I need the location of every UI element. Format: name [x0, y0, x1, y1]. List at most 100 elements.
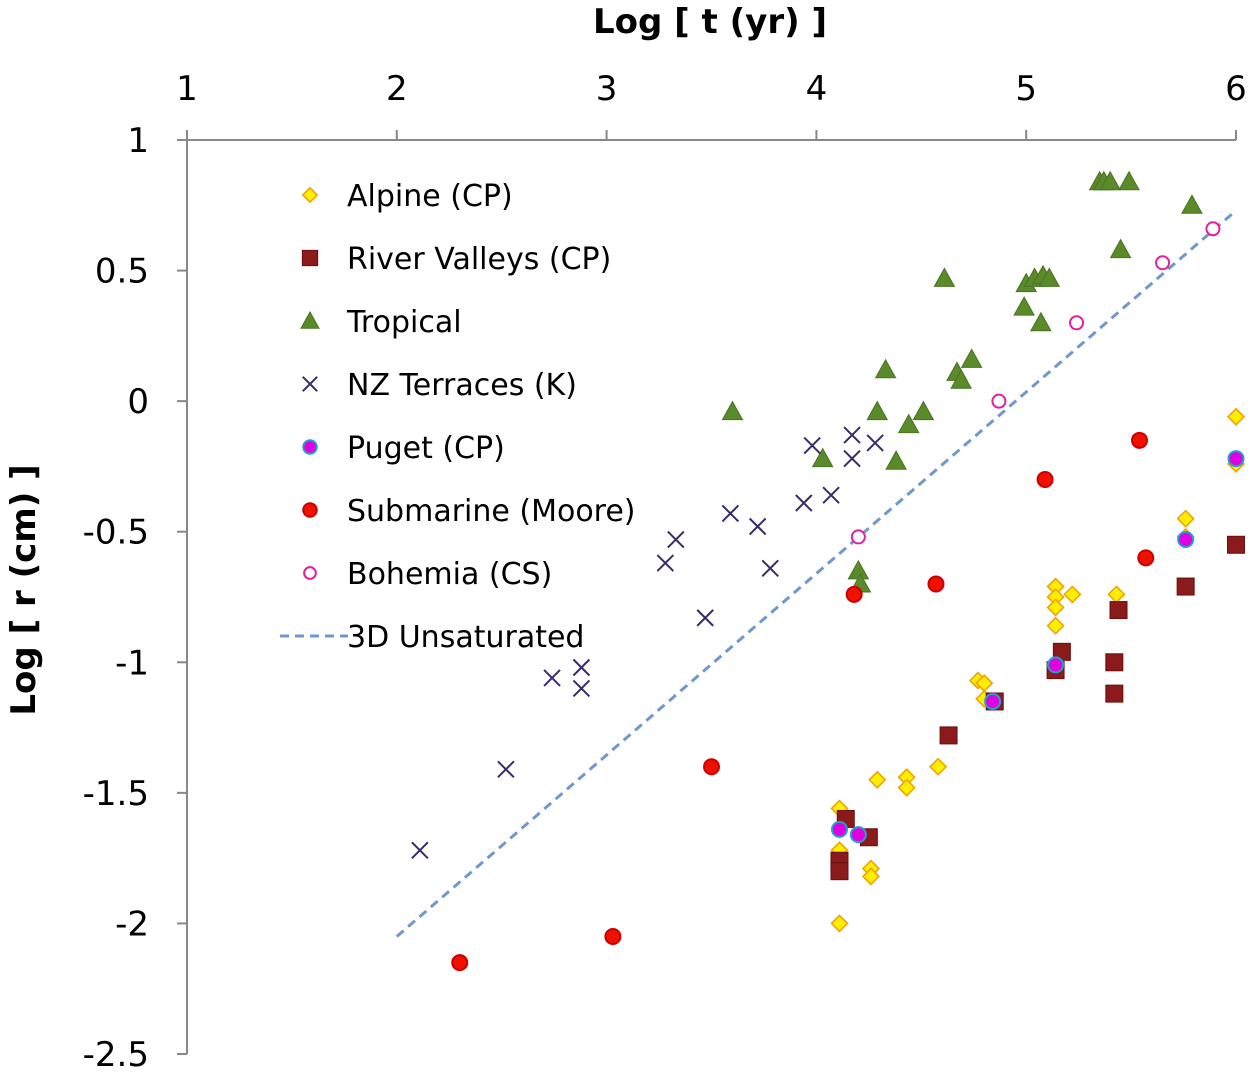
data-point-alpine-cp: [897, 778, 916, 797]
series-bohemia-cs: [850, 221, 1221, 545]
series-alpine-cp: [830, 407, 1246, 933]
series-tropical: [721, 170, 1203, 593]
data-point-tropical: [1099, 170, 1121, 191]
y-tick-label: 0: [127, 382, 149, 422]
data-point-tropical: [960, 348, 983, 368]
data-point-nz-terraces-k: [795, 494, 813, 512]
legend-label: Alpine (CP): [347, 179, 513, 214]
data-point-tropical: [1030, 311, 1052, 332]
x-tick-label: 5: [1015, 69, 1037, 109]
data-point-submarine-moore: [703, 758, 720, 776]
data-point-tropical: [950, 369, 973, 389]
x-tick-label: 6: [1225, 69, 1247, 109]
data-point-nz-terraces-k: [761, 559, 779, 577]
data-point-tropical: [933, 267, 956, 287]
data-point-bohemia-cs: [1155, 255, 1171, 271]
data-point-nz-terraces-k: [667, 530, 685, 549]
data-point-submarine-moore: [1036, 470, 1054, 488]
data-point-submarine-moore: [1137, 549, 1155, 567]
x-tick-label: 2: [386, 69, 408, 109]
series-puget-cp: [830, 450, 1245, 844]
y-tick-label: -0.5: [83, 513, 149, 553]
data-point-river-valleys-cp: [830, 862, 849, 881]
data-point-submarine-moore: [604, 927, 622, 945]
data-point-tropical: [912, 400, 935, 421]
x-tick-label: 1: [176, 69, 198, 109]
data-point-tropical: [847, 559, 870, 580]
legend-item-3d-unsaturated: 3D Unsaturated: [280, 620, 584, 655]
data-point-tropical: [1038, 267, 1061, 287]
data-point-river-valleys-cp: [1109, 601, 1128, 620]
y-tick-label: -1: [115, 643, 149, 683]
y-tick-label: 1: [127, 121, 149, 161]
data-point-submarine-moore: [451, 954, 469, 972]
legend-item-bohemia-cs: Bohemia (CS): [303, 557, 552, 592]
data-point-tropical: [811, 447, 834, 468]
data-point-puget-cp: [1177, 531, 1195, 549]
legend-label: Puget (CP): [347, 431, 505, 466]
legend-swatch: [302, 502, 318, 518]
legend-item-puget-cp: Puget (CP): [302, 431, 505, 466]
data-point-puget-cp: [984, 692, 1002, 710]
y-axis-title: Log [ r (cm) ]: [4, 464, 44, 715]
x-tick-label: 3: [596, 69, 618, 109]
data-point-river-valleys-cp: [1105, 684, 1124, 703]
legend-label: River Valleys (CP): [347, 242, 611, 277]
data-point-alpine-cp: [1046, 598, 1065, 617]
data-point-alpine-cp: [1107, 585, 1126, 604]
data-point-tropical: [885, 450, 907, 470]
data-point-river-valleys-cp: [939, 726, 958, 745]
data-point-submarine-moore: [845, 585, 863, 603]
data-point-river-valleys-cp: [1176, 577, 1195, 596]
data-point-tropical: [1013, 296, 1035, 316]
data-point-nz-terraces-k: [843, 449, 861, 468]
data-point-bohemia-cs: [1069, 315, 1085, 331]
data-point-nz-terraces-k: [572, 658, 591, 677]
data-point-alpine-cp: [1176, 509, 1195, 528]
data-point-alpine-cp: [868, 770, 887, 789]
data-point-nz-terraces-k: [696, 609, 714, 627]
data-point-tropical: [1181, 194, 1203, 214]
data-point-tropical: [897, 413, 920, 434]
data-point-puget-cp: [1047, 656, 1065, 674]
y-tick-label: 0.5: [95, 252, 149, 292]
data-point-tropical: [1118, 170, 1140, 191]
x-axis: 1 2 3 4 5 6: [176, 69, 1247, 141]
legend-swatch: [303, 566, 317, 580]
legend-swatch: [302, 439, 318, 455]
data-point-tropical: [866, 400, 889, 421]
data-point-river-valleys-cp: [1227, 535, 1245, 554]
data-point-alpine-cp: [830, 914, 849, 933]
series-river-valleys-cp: [830, 535, 1245, 881]
fit-lines: [395, 209, 1237, 938]
y-axis: 1 0.5 0 -0.5 -1 -1.5 -2 -2.5: [83, 121, 188, 1075]
data-point-nz-terraces-k: [721, 504, 740, 523]
data-point-nz-terraces-k: [843, 426, 861, 444]
legend-label: Submarine (Moore): [347, 494, 636, 529]
legend-label: Bohemia (CS): [347, 557, 552, 592]
legend-item-river-valleys-cp: River Valleys (CP): [301, 242, 611, 277]
data-point-alpine-cp: [1046, 616, 1065, 635]
data-point-nz-terraces-k: [803, 436, 821, 455]
data-point-bohemia-cs: [850, 529, 866, 545]
data-point-tropical: [1109, 238, 1132, 259]
data-point-alpine-cp: [1063, 585, 1082, 604]
data-point-puget-cp: [849, 826, 867, 844]
y-ticks: 1 0.5 0 -0.5 -1 -1.5 -2 -2.5: [83, 121, 187, 1075]
legend-swatch: [300, 310, 320, 329]
legend-item-alpine-cp: Alpine (CP): [301, 179, 513, 214]
data-point-alpine-cp: [929, 757, 948, 776]
data-point-river-valleys-cp: [1105, 653, 1124, 672]
legend-swatch: [302, 376, 318, 392]
data-point-bohemia-cs: [1205, 221, 1221, 237]
data-point-submarine-moore: [927, 575, 945, 593]
data-point-puget-cp: [830, 820, 848, 838]
y-tick-label: -1.5: [83, 774, 149, 814]
data-point-nz-terraces-k: [497, 760, 515, 779]
data-point-nz-terraces-k: [572, 679, 591, 698]
data-point-nz-terraces-k: [411, 841, 429, 860]
y-tick-label: -2.5: [83, 1035, 149, 1075]
data-point-submarine-moore: [1130, 431, 1148, 449]
data-point-nz-terraces-k: [656, 554, 675, 572]
